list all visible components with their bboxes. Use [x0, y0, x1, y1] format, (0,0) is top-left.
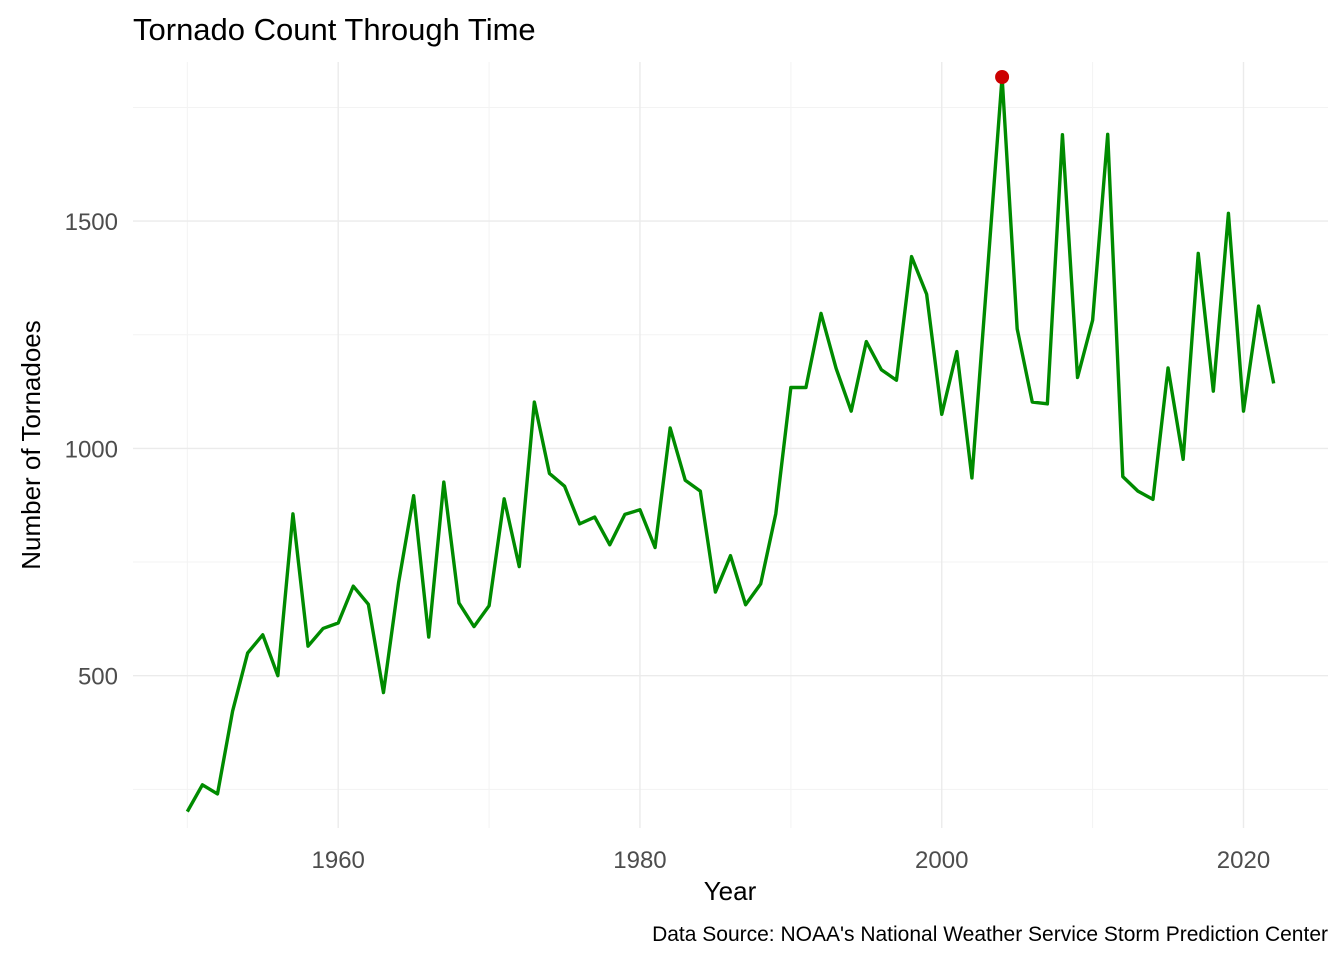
x-tick-label: 2000 [915, 847, 968, 874]
tornado-count-line [185, 75, 1276, 813]
max-value-point [995, 70, 1010, 85]
y-axis-title: Number of Tornadoes [16, 320, 46, 570]
y-tick-label: 1000 [65, 436, 118, 463]
y-tick-label: 500 [78, 664, 118, 691]
x-tick-label: 1960 [312, 847, 365, 874]
minor-gridlines [133, 62, 1328, 828]
x-tick-label: 2020 [1217, 847, 1270, 874]
major-gridlines [133, 62, 1328, 828]
x-axis-title: Year [704, 876, 757, 906]
series-layer [185, 70, 1276, 813]
y-tick-label: 1500 [65, 209, 118, 236]
tick-labels: 1960 1980 2000 2020 500 1000 1500 [65, 209, 1271, 874]
x-tick-label: 1980 [613, 847, 666, 874]
data-source-caption: Data Source: NOAA's National Weather Ser… [652, 923, 1328, 946]
chart-title: Tornado Count Through Time [133, 12, 536, 47]
